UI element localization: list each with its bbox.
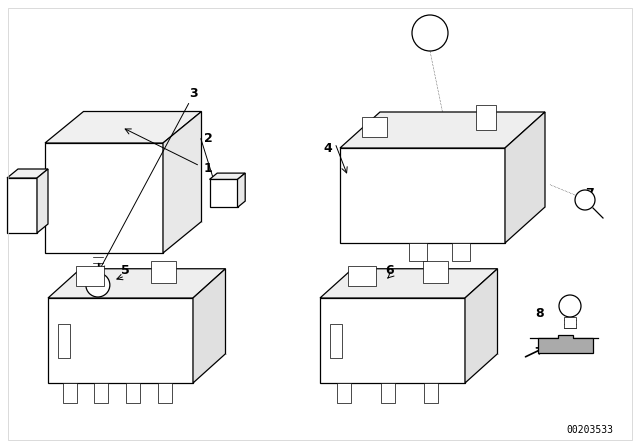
Polygon shape: [381, 383, 395, 403]
Circle shape: [559, 295, 581, 317]
Polygon shape: [424, 383, 438, 403]
Polygon shape: [320, 298, 465, 383]
Polygon shape: [452, 243, 470, 261]
Polygon shape: [348, 266, 376, 286]
Polygon shape: [7, 178, 37, 233]
Polygon shape: [63, 383, 77, 403]
Polygon shape: [330, 323, 342, 358]
Polygon shape: [320, 269, 497, 298]
Polygon shape: [7, 169, 48, 178]
Polygon shape: [505, 112, 545, 243]
Polygon shape: [362, 117, 387, 137]
Polygon shape: [163, 112, 202, 253]
Text: 8: 8: [426, 26, 435, 39]
Polygon shape: [45, 112, 202, 143]
Polygon shape: [465, 269, 497, 383]
Polygon shape: [158, 383, 172, 403]
Polygon shape: [209, 179, 237, 207]
Text: 8: 8: [536, 306, 544, 319]
Text: 5: 5: [120, 263, 129, 276]
Polygon shape: [340, 112, 545, 148]
Text: 4: 4: [324, 142, 332, 155]
Polygon shape: [95, 383, 108, 403]
Polygon shape: [340, 148, 505, 243]
Polygon shape: [410, 243, 428, 261]
Polygon shape: [564, 317, 576, 328]
Text: 2: 2: [204, 132, 212, 145]
Polygon shape: [48, 298, 193, 383]
Text: 00203533: 00203533: [566, 425, 614, 435]
Polygon shape: [237, 173, 245, 207]
Polygon shape: [45, 143, 163, 253]
Text: 1: 1: [204, 161, 212, 175]
Polygon shape: [48, 269, 225, 298]
Circle shape: [575, 190, 595, 210]
Polygon shape: [151, 261, 176, 284]
Polygon shape: [209, 173, 245, 179]
Polygon shape: [538, 335, 593, 353]
Polygon shape: [476, 105, 495, 130]
Polygon shape: [193, 269, 225, 383]
Polygon shape: [337, 383, 351, 403]
Circle shape: [86, 273, 110, 297]
Circle shape: [412, 15, 448, 51]
Polygon shape: [37, 169, 48, 233]
Text: 6: 6: [386, 263, 394, 276]
Polygon shape: [58, 323, 70, 358]
Polygon shape: [76, 266, 104, 286]
Text: 3: 3: [189, 86, 197, 99]
Polygon shape: [126, 383, 140, 403]
Text: 7: 7: [586, 186, 595, 199]
Polygon shape: [423, 261, 448, 284]
